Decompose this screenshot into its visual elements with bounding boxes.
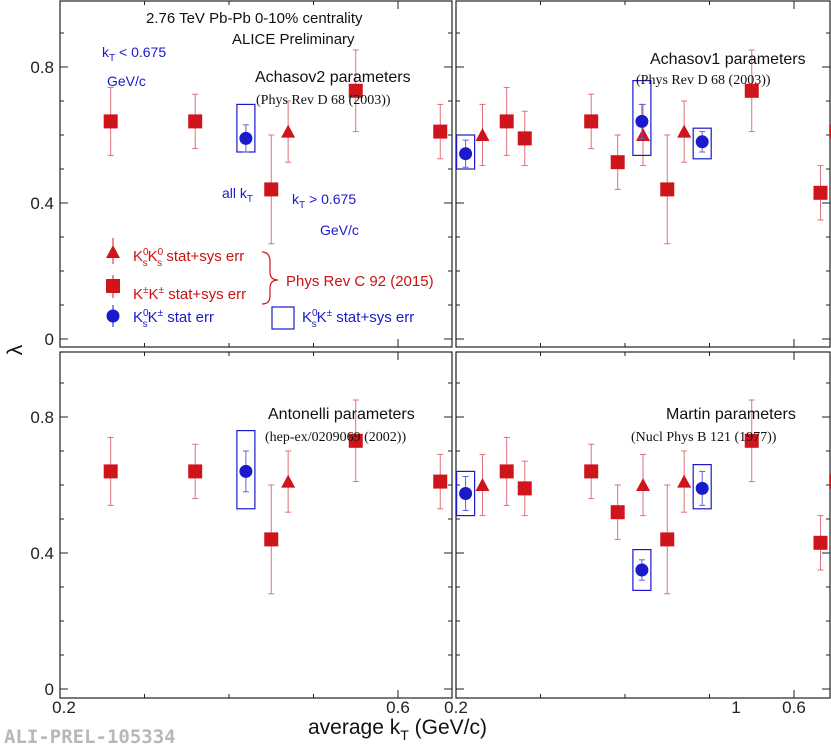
y-tick-label: 0.4 <box>30 544 54 563</box>
x-tick-label: 0.2 <box>444 698 468 717</box>
legend-circle-marker <box>106 305 120 327</box>
legend-box-marker <box>271 306 295 330</box>
kchkch-point <box>433 474 448 489</box>
kchkch-point <box>348 433 363 448</box>
k0k0-point <box>636 128 651 141</box>
k0k0-point <box>475 478 490 491</box>
panel-ref-achasov1: (Phys Rev D 68 (2003)) <box>636 73 771 88</box>
kchkch-point <box>829 474 831 489</box>
kchkch-point <box>264 182 279 197</box>
panel-frame-3 <box>455 351 831 699</box>
x-tick-label: 1 <box>731 698 740 717</box>
y-tick-label: 0.4 <box>30 194 54 213</box>
watermark: ALI-PREL-105334 <box>4 726 176 748</box>
x-axis-title: average kT (GeV/c) <box>308 716 487 743</box>
legend-ref-group: Phys Rev C 92 (2015) <box>286 273 434 290</box>
kchkch-point <box>744 433 759 448</box>
legend-square-marker <box>106 275 120 298</box>
kpk0-point <box>635 114 649 128</box>
kpk0-sys-box <box>456 470 476 517</box>
k0k0-point <box>475 128 490 141</box>
annotation-kt-low-unit: GeV/c <box>107 73 146 89</box>
annotation-kt-low: kT < 0.675 <box>102 44 166 64</box>
kchkch-point <box>610 505 625 520</box>
panel-title-antonelli: Antonelli parameters <box>268 406 415 423</box>
kchkch-point <box>188 114 203 129</box>
kchkch-point <box>584 114 599 129</box>
y-tick-label: 0 <box>45 680 54 699</box>
k0k0-point <box>281 474 296 488</box>
x-tick-label: 0.2 <box>52 698 76 717</box>
kpk0-sys-box <box>632 79 652 157</box>
kpk0-point <box>635 563 649 577</box>
kchkch-point <box>103 464 118 479</box>
kpk0-sys-box <box>236 430 256 510</box>
kchkch-point <box>517 131 532 146</box>
annotation-kt-high: kT > 0.675 <box>292 191 356 211</box>
panel-frame-1 <box>455 0 831 348</box>
kpk0-sys-box <box>692 464 712 510</box>
panel-ref-antonelli: (hep-ex/0209069 (2002)) <box>265 430 406 445</box>
annotation-all-kt: all kT <box>222 185 253 205</box>
kpk0-point <box>239 131 253 145</box>
y-tick-label: 0.8 <box>30 58 54 77</box>
kchkch-point <box>660 182 675 197</box>
kpk0-point <box>695 135 709 149</box>
k0k0-point <box>677 124 692 138</box>
header-line-2: ALICE Preliminary <box>232 31 355 48</box>
legend-triangle-marker <box>106 238 120 264</box>
kchkch-point <box>348 83 363 98</box>
kchkch-point <box>499 464 514 479</box>
legend-k0k0-label: K0 sK0 s stat+sys err <box>133 247 244 269</box>
k0k0-point <box>677 474 692 488</box>
kchkch-point <box>188 464 203 479</box>
legend: K0 sK0 s stat+sys err K±K± stat+sys err K0… <box>106 238 434 330</box>
legend-kpk0-box-label: K0 sK± stat+sys err <box>302 308 414 330</box>
kchkch-point <box>744 83 759 98</box>
kchkch-point <box>517 481 532 496</box>
k0k0-point <box>636 478 651 491</box>
kchkch-point <box>813 185 828 200</box>
annotation-kt-high-unit: GeV/c <box>320 222 359 238</box>
kchkch-point <box>103 114 118 129</box>
kpk0-point <box>239 464 253 478</box>
kchkch-point <box>584 464 599 479</box>
panel-title-achasov1: Achasov1 parameters <box>650 51 806 68</box>
legend-kpk0-stat-label: K0 sK± stat err <box>133 308 214 330</box>
panel-ref-martin: (Nucl Phys B 121 (1977)) <box>631 430 777 445</box>
x-tick-label: 0.6 <box>782 698 806 717</box>
panel-title-martin: Martin parameters <box>666 406 796 423</box>
kpk0-sys-box <box>692 127 712 160</box>
y-tick-label: 0.8 <box>30 408 54 427</box>
kpk0-point <box>695 481 709 495</box>
panel-frame-2 <box>59 351 453 699</box>
kchkch-point <box>660 532 675 547</box>
legend-kchkch-label: K±K± stat+sys err <box>133 285 246 303</box>
panel-ref-achasov2: (Phys Rev D 68 (2003)) <box>256 93 391 108</box>
data-marks <box>103 49 831 595</box>
panel-title-achasov2: Achasov2 parameters <box>255 69 411 86</box>
legend-brace <box>261 251 279 305</box>
panel-frame-0 <box>59 0 453 348</box>
kchkch-point <box>264 532 279 547</box>
k0k0-point <box>281 124 296 138</box>
y-tick-label: 0 <box>45 330 54 349</box>
kpk0-sys-box <box>632 548 652 591</box>
y-axis-title: λ <box>4 344 27 355</box>
header-line-1: 2.76 TeV Pb-Pb 0-10% centrality <box>146 10 363 27</box>
axes: 00.40.800.40.80.20.610.20.61 <box>30 1 830 717</box>
kchkch-point <box>610 155 625 170</box>
kpk0-sys-box <box>456 134 476 170</box>
kchkch-point <box>499 114 514 129</box>
kchkch-point <box>433 124 448 139</box>
kchkch-point <box>829 124 831 139</box>
x-tick-label: 0.6 <box>386 698 410 717</box>
panel-frames <box>59 0 831 699</box>
kpk0-point <box>459 147 473 161</box>
kchkch-point <box>813 535 828 550</box>
kpk0-point <box>459 487 473 500</box>
